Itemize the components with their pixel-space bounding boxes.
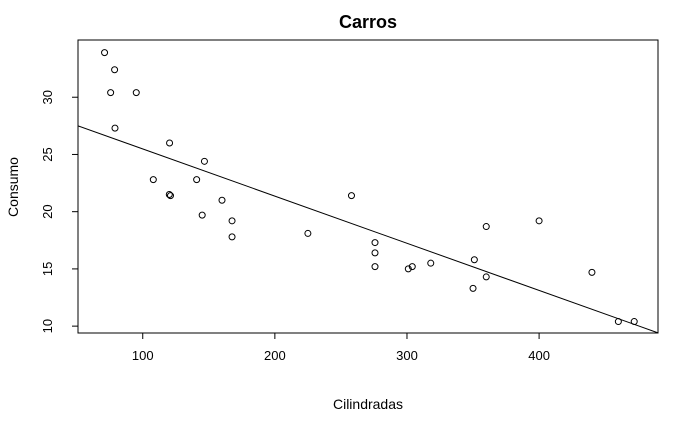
data-point [347, 192, 355, 200]
data-point [371, 239, 379, 247]
data-point [101, 49, 109, 57]
data-point [165, 191, 173, 199]
data-point [107, 89, 115, 97]
plot-frame [77, 39, 659, 334]
x-tick-label: 300 [396, 348, 418, 363]
data-point [482, 273, 490, 281]
x-tick-label: 400 [528, 348, 550, 363]
data-point [200, 157, 208, 165]
data-point [404, 265, 412, 273]
data-point [427, 259, 435, 267]
data-point [408, 263, 416, 271]
y-axis: 10 15 20 25 30 [40, 90, 79, 333]
y-tick-label: 15 [40, 262, 55, 276]
data-point [535, 217, 543, 225]
data-point [304, 229, 312, 237]
data-point [149, 176, 157, 184]
data-point [111, 124, 119, 132]
regression-line-group [77, 125, 659, 334]
data-point [371, 249, 379, 257]
data-point [198, 211, 206, 219]
data-point [228, 233, 236, 241]
x-axis: 100 200 300 400 [132, 332, 550, 363]
data-point [482, 223, 490, 231]
data-point [193, 176, 201, 184]
regression-line [77, 125, 659, 334]
data-point [470, 256, 478, 264]
x-tick-label: 100 [132, 348, 154, 363]
data-point [588, 268, 596, 276]
data-point [228, 217, 236, 225]
y-axis-label: Consumo [5, 157, 21, 217]
chart-title: Carros [339, 12, 397, 32]
data-point [218, 196, 226, 204]
y-tick-label: 20 [40, 204, 55, 218]
y-tick-label: 10 [40, 319, 55, 333]
x-axis-label: Cilindradas [333, 396, 403, 412]
data-point [111, 66, 119, 74]
y-tick-label: 30 [40, 90, 55, 104]
data-point [166, 192, 174, 200]
y-tick-label: 25 [40, 147, 55, 161]
x-tick-label: 200 [264, 348, 286, 363]
data-point [166, 139, 174, 147]
data-point [132, 89, 140, 97]
data-point [371, 263, 379, 271]
data-points [101, 49, 638, 326]
data-point [469, 284, 477, 292]
